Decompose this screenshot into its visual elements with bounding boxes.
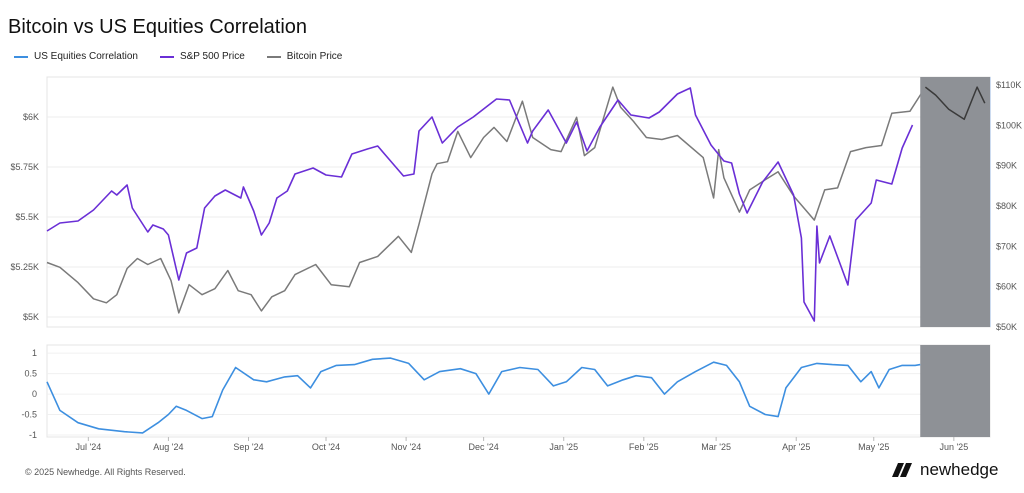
brand-logo[interactable]: newhedge [890,460,998,480]
legend: US Equities Correlation S&P 500 Price Bi… [14,51,342,62]
x-tick-label: Dec '24 [469,442,499,452]
y-correlation-tick-label: 0.5 [24,369,37,379]
y-left-tick-label: $5.5K [15,212,39,222]
legend-label-sp500: S&P 500 Price [179,51,245,62]
y-left-tick-label: $5.25K [10,262,39,272]
legend-item-correlation[interactable]: US Equities Correlation [14,51,138,62]
plot-frame-bottom [46,344,991,438]
x-tick-label: Feb '25 [629,442,659,452]
y-correlation-tick-label: 1 [32,348,37,358]
x-tick-label: Sep '24 [233,442,263,452]
legend-swatch-correlation [14,55,28,58]
x-tick-label: Jul '24 [75,442,101,452]
y-correlation-tick-label: -0.5 [21,410,37,420]
x-tick-label: May '25 [858,442,889,452]
y-right-tick-label: $60K [996,282,1017,292]
y-left-tick-label: $5.75K [10,162,39,172]
legend-label-bitcoin: Bitcoin Price [286,51,343,62]
copyright-text: © 2025 Newhedge. All Rights Reserved. [25,467,186,477]
x-tick-label: Mar '25 [701,442,731,452]
x-tick-label: Jun '25 [939,442,968,452]
x-tick-label: Oct '24 [312,442,340,452]
y-right-tick-label: $80K [996,201,1017,211]
chart-title: Bitcoin vs US Equities Correlation [8,16,308,38]
newhedge-logo-icon [892,463,912,477]
x-tick-label: Nov '24 [391,442,421,452]
y-correlation-tick-label: -1 [29,430,37,440]
x-tick-label: Jan '25 [549,442,578,452]
y-right-tick-label: $110K [996,80,1021,90]
shaded-region-bottom [920,345,990,437]
plot-frame-top [46,76,991,328]
y-right-tick-label: $50K [996,322,1017,332]
y-left-tick-label: $5K [23,312,39,322]
shaded-region-top [920,77,990,327]
x-tick-label: Apr '25 [782,442,810,452]
correlation-line [46,357,921,434]
x-tick-label: Aug '24 [153,442,183,452]
y-left-tick-label: $6K [23,112,39,122]
y-right-tick-label: $70K [996,241,1017,251]
y-correlation-tick-label: 0 [32,389,37,399]
legend-swatch-sp500 [159,55,174,58]
y-right-tick-label: $100K [996,120,1022,130]
legend-item-sp500[interactable]: S&P 500 Price [159,51,245,62]
brand-name: newhedge [920,460,999,479]
legend-swatch-bitcoin [266,55,281,58]
sp500-price-line [46,87,914,322]
bitcoin-price-line-shaded [924,86,986,121]
legend-item-bitcoin[interactable]: Bitcoin Price [266,51,343,62]
legend-label-correlation: US Equities Correlation [34,51,138,62]
bitcoin-price-line [46,86,986,314]
y-right-tick-label: $90K [996,161,1017,171]
